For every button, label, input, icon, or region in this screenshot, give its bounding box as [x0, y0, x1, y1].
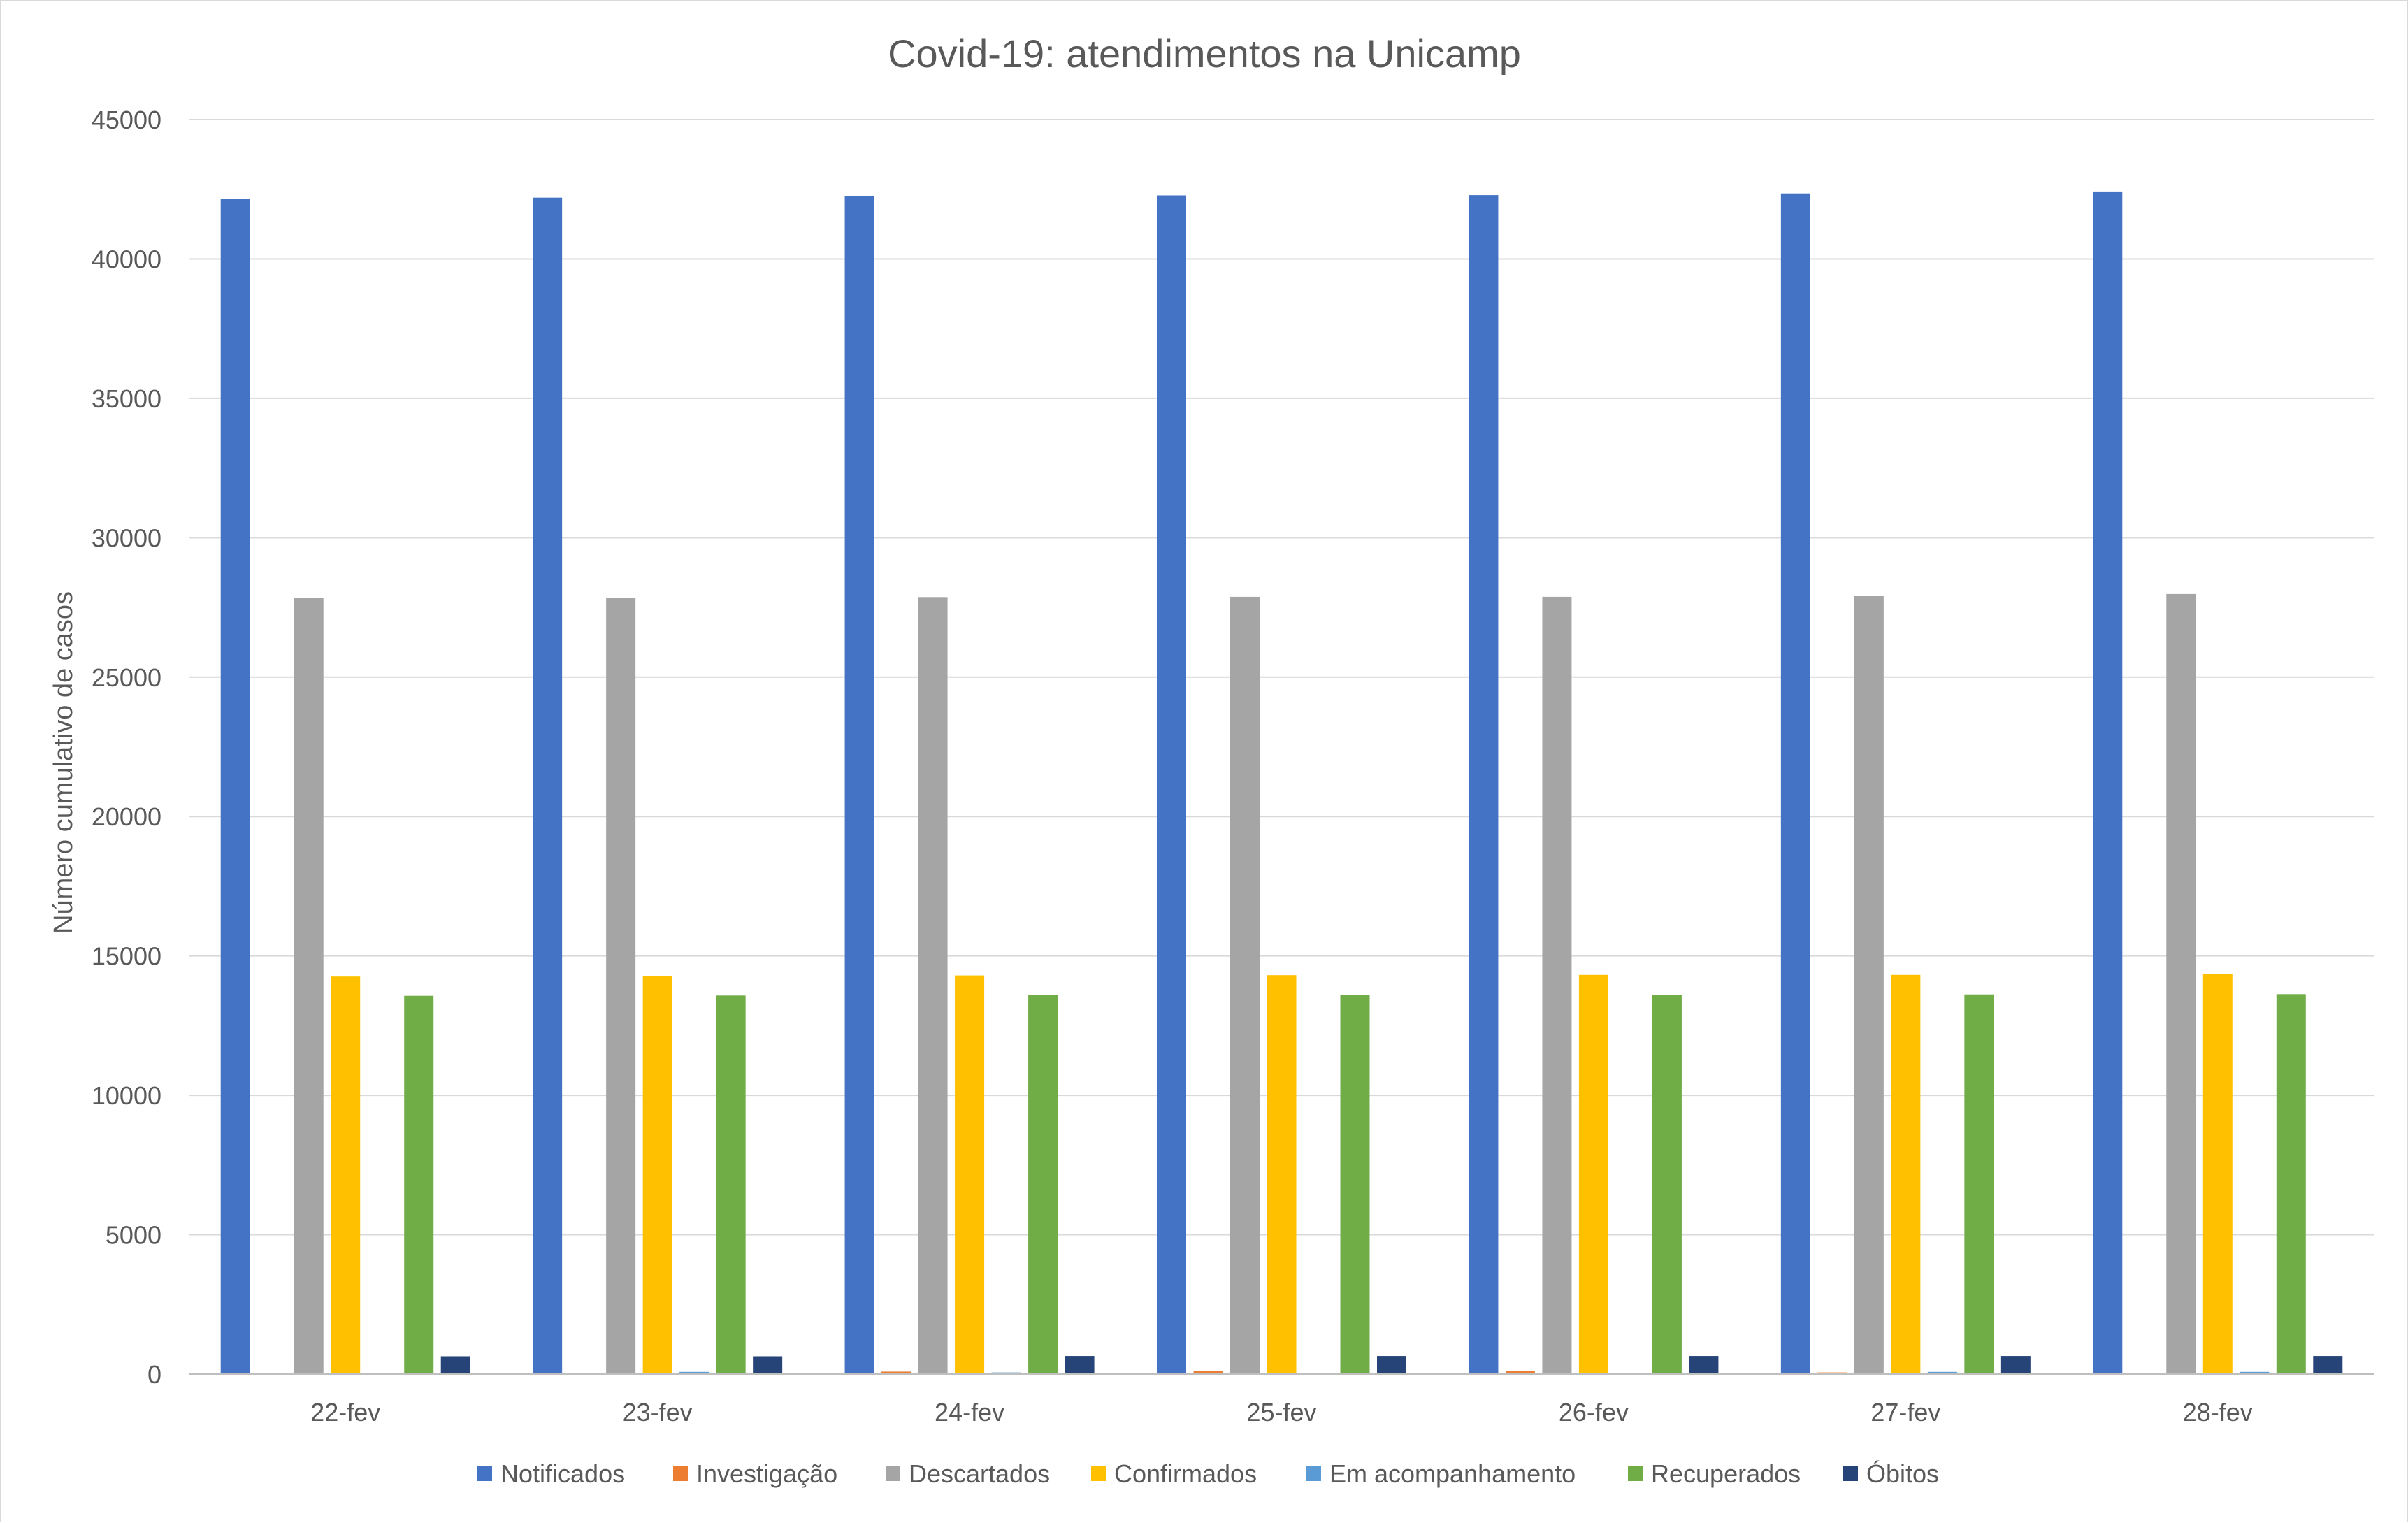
- bar-descartados-24-fev: [918, 597, 948, 1375]
- bar-descartados-26-fev: [1542, 596, 1572, 1375]
- x-tick-label: 28-fev: [2183, 1398, 2253, 1427]
- bar-recuperados-27-fev: [1964, 994, 1994, 1374]
- bar-recuperados-26-fev: [1652, 995, 1682, 1374]
- bar-descartados-28-fev: [2166, 593, 2196, 1374]
- legend-item: Investigação: [673, 1459, 837, 1488]
- legend-swatch: [1091, 1466, 1106, 1481]
- bar-recuperados-23-fev: [716, 995, 746, 1374]
- y-axis-label: Número cumulativo de casos: [49, 591, 78, 934]
- bar-descartados-23-fev: [606, 598, 636, 1374]
- x-tick-label: 23-fev: [623, 1398, 693, 1427]
- bar-em-acompanhamento-24-fev: [991, 1372, 1021, 1374]
- legend-swatch: [477, 1466, 492, 1481]
- legend-label: Descartados: [909, 1459, 1050, 1488]
- bar-confirmados-28-fev: [2202, 974, 2233, 1374]
- bar-notificados-25-fev: [1157, 195, 1186, 1374]
- bar-investigação-25-fev: [1193, 1371, 1223, 1374]
- bar-notificados-24-fev: [844, 196, 874, 1374]
- bar-notificados-22-fev: [220, 199, 250, 1374]
- legend-item: Descartados: [886, 1459, 1050, 1488]
- legend-item: Recuperados: [1628, 1459, 1801, 1488]
- bars: [220, 191, 2343, 1375]
- y-tick-label: 20000: [92, 802, 161, 831]
- bar-investigação-27-fev: [1817, 1372, 1847, 1374]
- bar-recuperados-28-fev: [2276, 994, 2306, 1374]
- bar-óbitos-22-fev: [440, 1356, 470, 1374]
- y-tick-label: 45000: [92, 106, 161, 134]
- legend-label: Notificados: [500, 1459, 625, 1488]
- bar-notificados-27-fev: [1780, 193, 1810, 1374]
- y-tick-label: 25000: [92, 663, 161, 692]
- bar-investigação-26-fev: [1505, 1371, 1535, 1374]
- bar-investigação-24-fev: [881, 1371, 911, 1374]
- bar-óbitos-27-fev: [2000, 1356, 2031, 1374]
- bar-notificados-23-fev: [533, 197, 563, 1374]
- x-axis-ticks: 22-fev 23-fev 24-fev 25-fev 26-fev 27-fev 28-f…: [310, 1398, 2253, 1427]
- bar-em-acompanhamento-23-fev: [679, 1371, 709, 1374]
- bar-confirmados-22-fev: [331, 976, 361, 1374]
- bar-descartados-25-fev: [1230, 596, 1260, 1375]
- legend-item: Em acompanhamento: [1306, 1459, 1576, 1488]
- legend-swatch: [1843, 1466, 1858, 1481]
- bar-confirmados-26-fev: [1578, 974, 1608, 1374]
- legend-item: Notificados: [477, 1459, 625, 1488]
- bar-óbitos-25-fev: [1377, 1356, 1406, 1374]
- legend-item: Confirmados: [1091, 1459, 1257, 1488]
- bar-notificados-26-fev: [1469, 195, 1499, 1374]
- bar-confirmados-23-fev: [642, 975, 672, 1374]
- bar-notificados-28-fev: [2093, 191, 2123, 1374]
- bar-óbitos-26-fev: [1689, 1356, 1719, 1374]
- bar-recuperados-25-fev: [1340, 995, 1370, 1374]
- bar-em-acompanhamento-28-fev: [2240, 1371, 2270, 1374]
- y-tick-label: 5000: [106, 1221, 161, 1250]
- y-tick-label: 40000: [92, 245, 161, 273]
- legend-swatch: [673, 1466, 688, 1481]
- y-tick-label: 15000: [92, 942, 161, 971]
- x-tick-label: 25-fev: [1246, 1398, 1316, 1427]
- bar-óbitos-23-fev: [753, 1356, 783, 1374]
- legend-swatch: [886, 1466, 900, 1481]
- bar-confirmados-25-fev: [1267, 975, 1297, 1374]
- chart-title: Covid-19: atendimentos na Unicamp: [888, 31, 1521, 75]
- legend: Notificados Investigação Descartados Confir…: [477, 1459, 1939, 1488]
- legend-label: Investigação: [696, 1459, 837, 1488]
- bar-confirmados-24-fev: [955, 975, 985, 1374]
- bar-óbitos-24-fev: [1065, 1356, 1095, 1374]
- y-axis-ticks: 0 5000 10000 15000 20000 25000 30000 35000 40000…: [92, 106, 161, 1389]
- y-tick-label: 30000: [92, 524, 161, 552]
- legend-swatch: [1628, 1466, 1643, 1481]
- legend-swatch: [1306, 1466, 1321, 1481]
- bar-descartados-22-fev: [294, 598, 324, 1374]
- bar-confirmados-27-fev: [1891, 974, 1921, 1374]
- bar-recuperados-24-fev: [1028, 995, 1058, 1374]
- legend-label: Confirmados: [1114, 1459, 1257, 1488]
- x-tick-label: 27-fev: [1870, 1398, 1940, 1427]
- y-tick-label: 10000: [92, 1081, 161, 1110]
- x-tick-label: 26-fev: [1559, 1398, 1629, 1427]
- x-tick-label: 24-fev: [935, 1398, 1004, 1427]
- legend-label: Recuperados: [1651, 1459, 1801, 1488]
- y-tick-label: 0: [147, 1360, 161, 1389]
- bar-descartados-27-fev: [1854, 596, 1884, 1374]
- legend-label: Óbitos: [1866, 1459, 1939, 1488]
- bar-recuperados-22-fev: [404, 995, 434, 1374]
- bar-em-acompanhamento-27-fev: [1927, 1371, 1957, 1374]
- bar-óbitos-28-fev: [2313, 1356, 2343, 1374]
- legend-label: Em acompanhamento: [1329, 1459, 1576, 1488]
- x-tick-label: 22-fev: [310, 1398, 380, 1427]
- y-tick-label: 35000: [92, 384, 161, 413]
- legend-item: Óbitos: [1843, 1459, 1939, 1488]
